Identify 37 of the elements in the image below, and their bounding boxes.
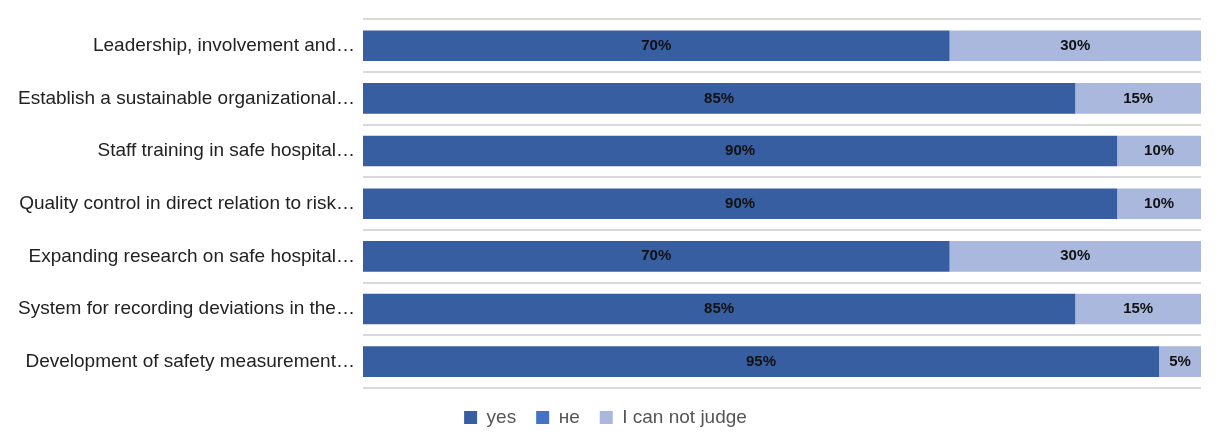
bar (362, 83, 1076, 114)
legend-label: I can not judge (622, 405, 747, 427)
bar (949, 241, 1201, 272)
data-label: 90% (725, 193, 756, 211)
bar (1117, 188, 1201, 220)
bar (362, 241, 950, 272)
data-label: 15% (1123, 299, 1154, 317)
y-tick-label: Staff training in safe hospital… (97, 139, 355, 161)
bar (362, 346, 1160, 377)
data-label: 30% (1060, 35, 1091, 53)
data-label: 10% (1144, 141, 1175, 159)
data-label: 70% (641, 246, 672, 264)
data-label: 95% (746, 351, 777, 369)
bar (362, 30, 950, 62)
bar (1117, 135, 1201, 167)
y-tick-label: Development of safety measurement… (25, 349, 355, 371)
bar (949, 30, 1201, 62)
legend-label: yes (486, 405, 517, 427)
bar (362, 293, 1076, 325)
data-label: 30% (1060, 246, 1091, 264)
y-tick-label: System for recording deviations in the… (18, 297, 355, 319)
data-label: 85% (704, 299, 735, 317)
data-label: 70% (641, 35, 672, 53)
y-tick-label: Establish a sustainable organizational… (17, 86, 355, 108)
bar (362, 188, 1118, 220)
y-tick-label: Leadership, involvement and… (92, 33, 355, 55)
y-tick-label: Expanding research on safe hospital… (28, 244, 355, 266)
data-label: 5% (1169, 351, 1191, 369)
bar (362, 135, 1118, 167)
data-label: 85% (704, 88, 735, 106)
data-label: 15% (1123, 88, 1154, 106)
bar (1075, 83, 1201, 114)
y-tick-label: Quality control in direct relation to risk… (19, 191, 355, 213)
data-label: 10% (1144, 193, 1175, 211)
legend-label: не (558, 405, 580, 427)
bar (1075, 293, 1201, 325)
data-label: 90% (725, 141, 756, 159)
